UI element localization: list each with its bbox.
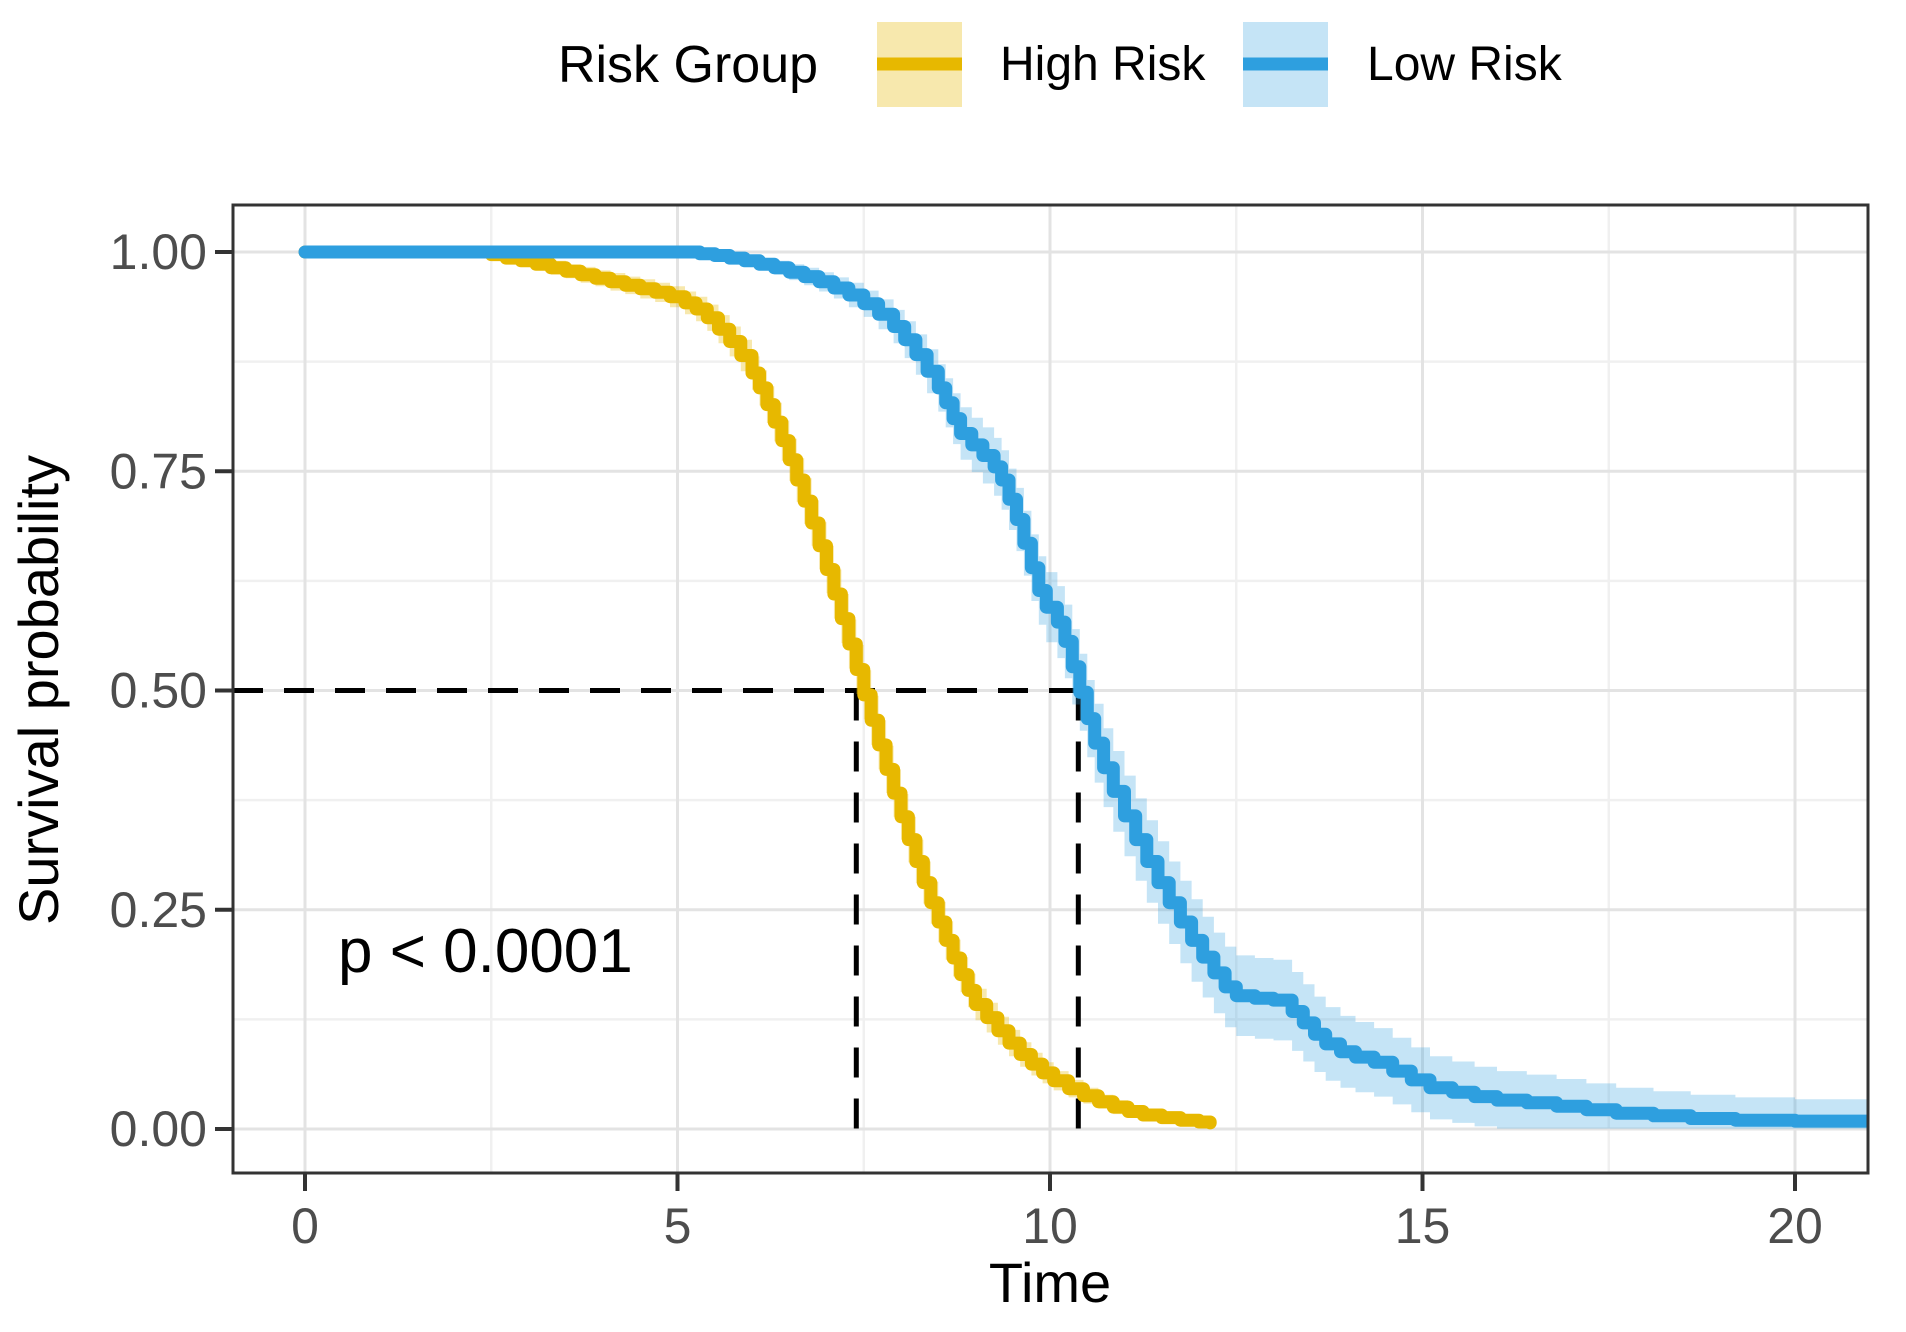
low-risk-curve (298, 245, 1868, 1129)
x-tick-label: 5 (664, 1198, 692, 1254)
legend-label-high-risk: High Risk (1000, 38, 1206, 91)
legend-key-low-risk (1243, 22, 1328, 107)
x-axis-ticks (303, 1173, 1797, 1191)
x-axis-title: Time (989, 1251, 1111, 1314)
x-tick-label: 10 (1022, 1198, 1078, 1254)
y-tick-label: 0.75 (110, 443, 207, 499)
y-tick-label: 0.50 (110, 663, 207, 719)
legend-label-low-risk: Low Risk (1367, 38, 1563, 91)
x-tick-label: 0 (291, 1198, 319, 1254)
y-axis-ticks (215, 250, 233, 1131)
legend: Risk Group High Risk Low Risk (558, 22, 1563, 107)
x-tick-label: 15 (1395, 1198, 1451, 1254)
p-value-annotation: p < 0.0001 (338, 917, 633, 986)
legend-key-high-risk (877, 22, 962, 107)
legend-title: Risk Group (558, 36, 818, 94)
median-reference-lines (233, 688, 1081, 1129)
high-risk-curve (298, 245, 1217, 1130)
y-tick-label: 0.00 (110, 1101, 207, 1157)
y-axis-title: Survival probability (7, 455, 70, 925)
x-tick-label: 20 (1767, 1198, 1823, 1254)
y-tick-label: 1.00 (110, 224, 207, 280)
y-axis-tick-labels: 1.00 0.75 0.50 0.25 0.00 (110, 224, 207, 1157)
y-tick-label: 0.25 (110, 882, 207, 938)
x-axis-tick-labels: 0 5 10 15 20 (291, 1198, 1823, 1254)
survival-curves (298, 245, 1868, 1130)
